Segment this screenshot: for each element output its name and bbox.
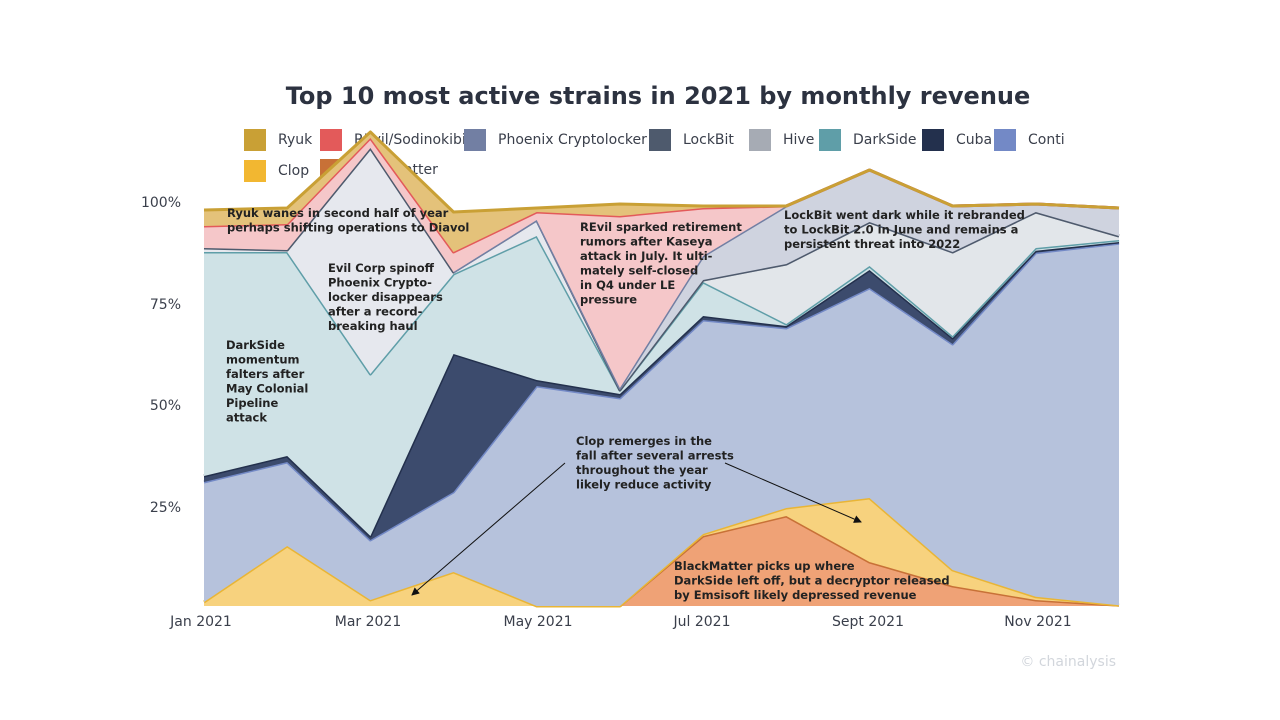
legend-swatch xyxy=(922,129,944,151)
legend-swatch xyxy=(244,129,266,151)
legend-item-cuba[interactable]: Cuba xyxy=(922,128,992,152)
area-darkside[interactable] xyxy=(204,236,1119,536)
legend-label: LockBit xyxy=(683,132,734,148)
annotation-line: fall after several arrests xyxy=(576,449,734,463)
annotation-line: in Q4 under LE xyxy=(580,278,675,292)
area-revil-sodinokibi[interactable] xyxy=(204,138,1119,388)
area-ryuk[interactable] xyxy=(204,132,1119,252)
annotation-line: attack xyxy=(226,411,267,425)
chart-annotation: DarkSide momentum falters after May Colonia… xyxy=(226,338,308,425)
chart-annotation: Evil Corp spinoff Phoenix Crypto-locker d… xyxy=(328,261,443,333)
annotation-line: persistent threat into 2022 xyxy=(784,237,960,251)
area-phoenix-cryptolocker[interactable] xyxy=(453,170,1120,390)
x-tick-label: Mar 2021 xyxy=(335,614,402,630)
annotation-line: likely reduce activity xyxy=(576,478,712,492)
chart-annotation: Ryuk wanes in second half of year perhaps… xyxy=(227,206,469,235)
chart-title: Top 10 most active strains in 2021 by mo… xyxy=(285,82,1031,110)
y-tick-label: 75% xyxy=(150,297,181,313)
chart-annotation: REvil sparked retirement rumors after Kas… xyxy=(580,220,742,307)
annotation-line: to LockBit 2.0 in June and remains a xyxy=(784,223,1018,237)
annotation-line: rumors after Kaseya xyxy=(580,235,713,249)
legend-swatch xyxy=(464,129,486,151)
annotation-line: Phoenix Crypto- xyxy=(328,276,432,290)
annotation-line: breaking haul xyxy=(328,319,418,333)
legend-item-darkside[interactable]: DarkSide xyxy=(819,128,917,152)
legend-item-ryuk[interactable]: Ryuk xyxy=(244,128,312,152)
legend-label: Ryuk xyxy=(278,132,313,148)
area-layers xyxy=(203,130,1120,608)
annotation-line: throughout the year xyxy=(576,463,708,477)
legend-label: Cuba xyxy=(956,132,993,148)
chart-annotation: LockBit went dark while it rebranded to L… xyxy=(784,208,1025,251)
x-tick-label: Jan 2021 xyxy=(169,614,232,630)
annotations: Ryuk wanes in second half of year perhaps… xyxy=(226,206,1025,602)
legend-swatch xyxy=(994,129,1016,151)
annotation-line: falters after xyxy=(226,367,305,381)
line-ryuk xyxy=(203,130,1120,214)
y-tick-label: 25% xyxy=(150,500,181,516)
annotation-line: Ryuk wanes in second half of year xyxy=(227,206,449,220)
annotation-line: momentum xyxy=(226,353,300,367)
annotation-line: locker disappears xyxy=(328,290,443,304)
x-tick-label: Nov 2021 xyxy=(1004,614,1071,630)
annotation-line: Pipeline xyxy=(226,396,278,410)
annotation-arrows xyxy=(411,462,862,596)
annotation-line: BlackMatter picks up where xyxy=(674,559,855,573)
annotation-line: by Emsisoft likely depressed revenue xyxy=(674,588,917,602)
legend-label: Hive xyxy=(783,132,815,148)
annotation-line: May Colonial xyxy=(226,382,308,396)
annotation-arrow xyxy=(724,462,862,523)
legend-swatch xyxy=(320,129,342,151)
annotation-line: perhaps shifting operations to Diavol xyxy=(227,221,469,235)
legend-label: Conti xyxy=(1028,132,1065,148)
chart-annotation: Clop remerges in the fall after several a… xyxy=(576,434,734,492)
legend-swatch xyxy=(749,129,771,151)
annotation-line: mately self-closed xyxy=(580,264,698,278)
legend-item-hive[interactable]: Hive xyxy=(749,128,814,152)
legend-label: Clop xyxy=(278,163,310,179)
annotation-line: Evil Corp spinoff xyxy=(328,261,435,275)
x-tick-label: May 2021 xyxy=(503,614,572,630)
area-conti[interactable] xyxy=(204,243,1119,606)
legend-swatch xyxy=(649,129,671,151)
legend-item-clop[interactable]: Clop xyxy=(244,159,309,183)
legend-label: Phoenix Cryptolocker xyxy=(498,132,647,148)
legend-item-conti[interactable]: Conti xyxy=(994,128,1065,152)
annotation-line: DarkSide xyxy=(226,338,285,352)
chart-annotation: BlackMatter picks up where DarkSide left … xyxy=(674,559,950,602)
area-blackmatter[interactable] xyxy=(619,516,1119,606)
legend-label: DarkSide xyxy=(853,132,917,148)
annotation-arrow xyxy=(411,462,566,596)
y-tick-label: 100% xyxy=(141,195,181,211)
annotation-line: Clop remerges in the xyxy=(576,434,712,448)
annotation-line: after a record- xyxy=(328,305,423,319)
annotation-line: attack in July. It ulti- xyxy=(580,249,713,263)
legend-item-lockbit[interactable]: LockBit xyxy=(649,128,734,152)
legend-item-phoenix[interactable]: Phoenix Cryptolocker xyxy=(464,128,647,152)
area-hive[interactable] xyxy=(703,212,1119,336)
x-tick-label: Sept 2021 xyxy=(832,614,904,630)
legend-swatch xyxy=(819,129,841,151)
area-cuba[interactable] xyxy=(204,242,1119,540)
annotation-line: REvil sparked retirement xyxy=(580,220,742,234)
annotation-line: pressure xyxy=(580,293,637,307)
y-tick-label: 50% xyxy=(150,398,181,414)
x-axis: Jan 2021 Mar 2021 May 2021 Jul 2021 Sept… xyxy=(169,614,1072,630)
y-axis: 100% 75% 50% 25% xyxy=(141,195,181,516)
annotation-line: LockBit went dark while it rebranded xyxy=(784,208,1025,222)
legend-swatch xyxy=(244,160,266,182)
x-tick-label: Jul 2021 xyxy=(673,614,731,630)
watermark: © chainalysis xyxy=(1020,654,1116,670)
area-lockbit[interactable] xyxy=(204,148,1119,390)
annotation-line: DarkSide left off, but a decryptor relea… xyxy=(674,574,950,588)
